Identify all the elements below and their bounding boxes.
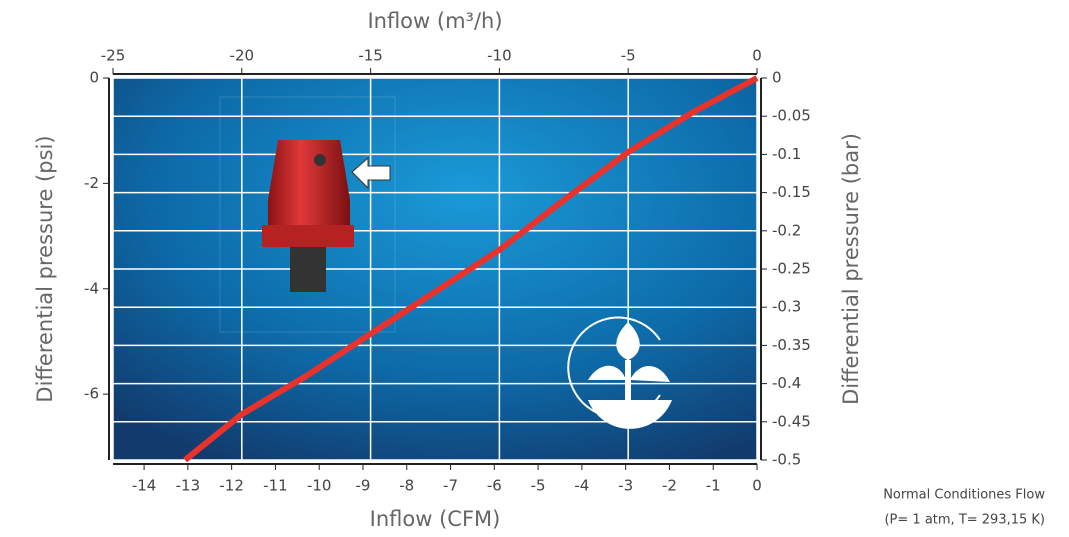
y-tick-label: -2	[84, 174, 99, 192]
x2-axis-label: Inflow (m³/h)	[367, 9, 502, 33]
x2-tick-label: -10	[487, 47, 512, 65]
x-tick-label: -4	[574, 477, 589, 495]
y-tick-label: -4	[84, 279, 99, 297]
x2-tick-label: -20	[230, 47, 255, 65]
note: Normal Conditiones Flow	[883, 488, 1045, 503]
y2-tick-label: -0.2	[772, 221, 801, 239]
x2-tick-label: -25	[101, 47, 126, 65]
x-tick-label: -5	[531, 477, 546, 495]
logo	[567, 316, 672, 429]
y2-axis-label: Differential pressure (bar)	[839, 133, 863, 405]
x2-tick-label: 0	[752, 47, 762, 65]
x-tick-label: -8	[399, 477, 414, 495]
x-tick-label: -1	[706, 477, 721, 495]
y2-tick-label: -0.45	[772, 412, 811, 430]
y-axis-label: Differential pressure (psi)	[33, 135, 57, 402]
x-tick-label: -12	[219, 477, 244, 495]
y-tick-label: 0	[89, 69, 99, 87]
y2-tick-label: -0.5	[772, 451, 801, 469]
y2-tick-label: -0.4	[772, 374, 801, 392]
data-line	[183, 75, 759, 463]
y2-tick-label: -0.05	[772, 107, 811, 125]
x-tick-label: 0	[752, 477, 762, 495]
x-axis-label: Inflow (CFM)	[370, 507, 501, 531]
x2-tick-label: -5	[621, 47, 636, 65]
x-tick-label: -9	[355, 477, 370, 495]
y2-tick-label: 0	[772, 69, 782, 87]
x-tick-label: -13	[176, 477, 201, 495]
x-tick-label: -3	[618, 477, 633, 495]
y2-tick-label: -0.15	[772, 183, 811, 201]
y-tick-label: -6	[84, 385, 99, 403]
x-tick-label: -7	[443, 477, 458, 495]
y2-tick-label: -0.25	[772, 260, 811, 278]
note: (P= 1 atm, T= 293,15 K)	[884, 513, 1045, 528]
y2-tick-label: -0.1	[772, 145, 801, 163]
valve-image	[219, 96, 396, 333]
grid	[112, 77, 758, 461]
x2-tick-label: -15	[358, 47, 383, 65]
x-tick-label: -10	[307, 477, 332, 495]
y2-tick-label: -0.3	[772, 298, 801, 316]
x-tick-label: -2	[662, 477, 677, 495]
x-tick-label: -6	[487, 477, 502, 495]
x-tick-label: -11	[263, 477, 288, 495]
x-tick-label: -14	[132, 477, 157, 495]
y2-tick-label: -0.35	[772, 336, 811, 354]
